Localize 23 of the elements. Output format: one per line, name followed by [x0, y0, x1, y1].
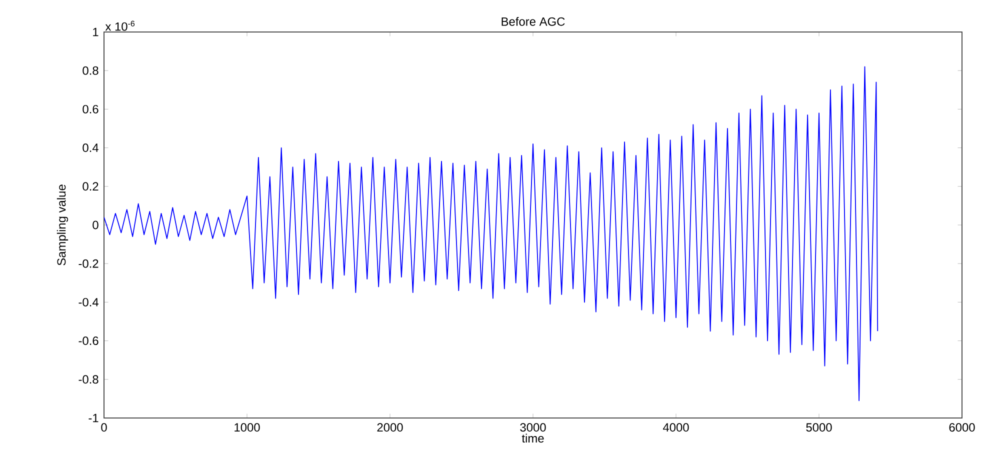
- y-tick-label: 0.8: [82, 66, 98, 75]
- y-tick-label: -1: [88, 414, 98, 422]
- text: x 10$^{-6}$: [105, 20, 135, 31]
- y-tick-label: 0.6: [82, 104, 98, 114]
- y-tick-label: -0.4: [78, 298, 98, 306]
- y-tick-label: -0.8: [78, 375, 98, 384]
- x-tick-label: 5000: [806, 423, 832, 432]
- chart-title: Before AGC: [502, 17, 565, 26]
- y-tick-label: -0.2: [78, 259, 98, 268]
- y-tick-label: 1: [93, 28, 98, 36]
- y-tick-label: 0.4: [82, 144, 98, 152]
- y-tick-label: 0.2: [82, 182, 98, 191]
- x-tick-label: 4000: [662, 423, 689, 432]
- x-tick-label: 1000: [234, 423, 260, 432]
- x-axis-title: time: [522, 434, 544, 443]
- y-tick-label: 0: [92, 220, 98, 230]
- x-tick-label: 6000: [949, 423, 975, 432]
- y-axis-title: Sampling value: [56, 184, 68, 266]
- x-tick-label: 2000: [377, 423, 403, 432]
- y-tick-label: -0.6: [78, 336, 98, 346]
- x-tick-label: 3000: [520, 423, 546, 432]
- x-tick-label: 0: [101, 423, 107, 432]
- line-series: [104, 66, 878, 402]
